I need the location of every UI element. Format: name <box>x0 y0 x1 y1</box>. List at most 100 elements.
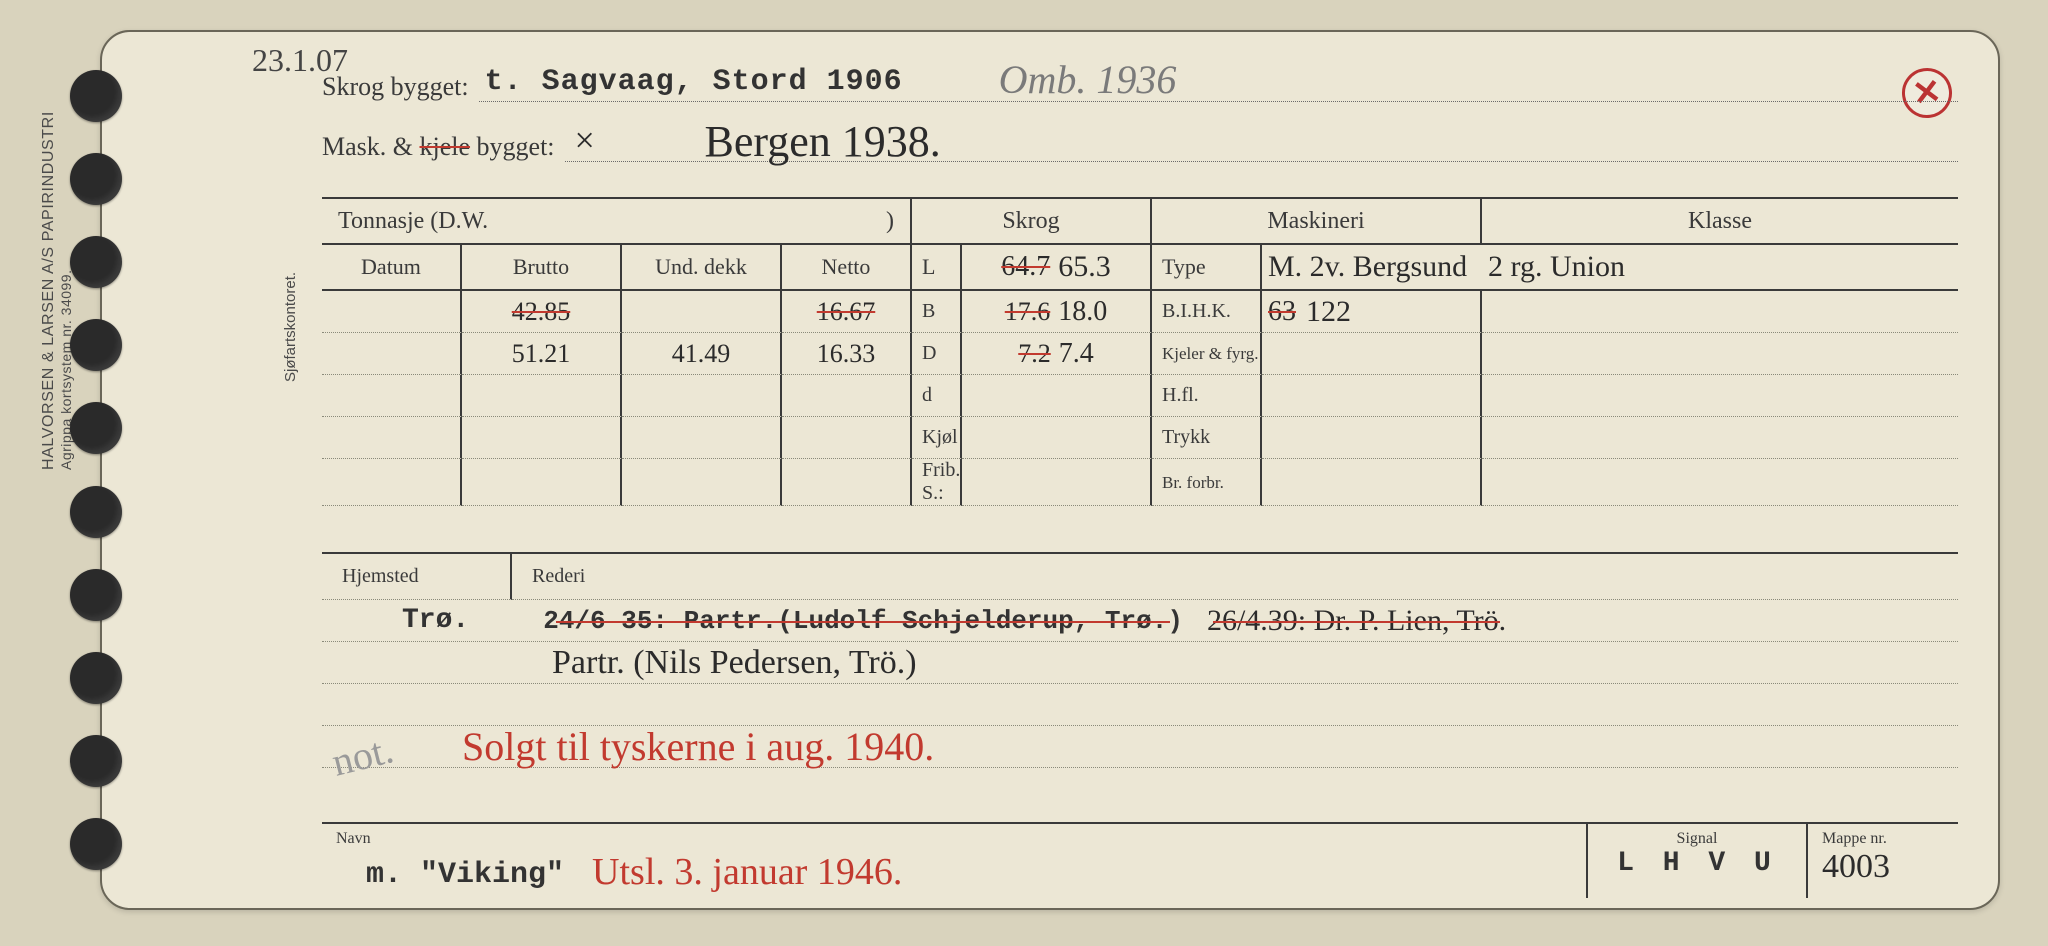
mask-hfl-value <box>1262 375 1482 417</box>
table-row: 42.85 16.67 B 17.6 18.0 B.I.H.K. 63 122 <box>322 291 1958 333</box>
navn-label: Navn <box>336 830 1572 848</box>
mask-brforbr-label: Br. forbr. <box>1152 459 1262 506</box>
rederi-tail: 26/4.39: Dr. P. Lien, Trö. <box>1207 604 1506 638</box>
table-row: Kjøl Trykk <box>322 417 1958 459</box>
lower-line-2: Partr. (Nils Pedersen, Trö.) <box>322 642 1958 684</box>
mask-bygget-field: × Bergen 1938. <box>565 122 1958 162</box>
main-table: Tonnasje (D.W. ) Skrog Maskineri Klasse … <box>322 197 1958 547</box>
navn-cell: Navn m. "Viking" Utsl. 3. januar 1946. <box>322 824 1588 898</box>
unddekk-r4 <box>622 417 782 459</box>
red-note-1: Solgt til tyskerne i aug. 1940. <box>462 723 934 770</box>
hole-icon <box>70 153 122 205</box>
rederi-line2: Partr. (Nils Pedersen, Trö.) <box>552 644 917 682</box>
klasse-val0: 2 rg. Union <box>1488 250 1625 284</box>
tonnasje-header: Tonnasje (D.W. ) <box>322 199 912 243</box>
datum-r2 <box>322 333 462 375</box>
brutto-r1: 42.85 <box>462 291 622 333</box>
skrog-frib-value <box>962 459 1152 506</box>
netto-r1: 16.67 <box>782 291 912 333</box>
mask-bygget-label: Mask. & kjele bygget: <box>322 132 555 162</box>
hjemsted-value: Trø. <box>402 605 469 636</box>
binder-holes <box>70 50 130 890</box>
red-note-2: Utsl. 3. januar 1946. <box>592 851 902 893</box>
netto-r2: 16.33 <box>782 333 912 375</box>
klasse-r5 <box>1482 459 1958 506</box>
brutto-r1-val: 42.85 <box>512 297 571 327</box>
skrog-D-value: 7.2 7.4 <box>962 333 1152 375</box>
mappe-label: Mappe nr. <box>1822 830 1944 848</box>
mask-type-value: M. 2v. Bergsund <box>1262 245 1482 291</box>
hole-icon <box>70 569 122 621</box>
table-header-row: Tonnasje (D.W. ) Skrog Maskineri Klasse <box>322 199 1958 245</box>
klasse-r4 <box>1482 417 1958 459</box>
datum-r5 <box>322 459 462 506</box>
skrog-frib-label: Frib. S.: <box>912 459 962 506</box>
index-card: Sjøfartskontoret. 23.1.07 ✕ Skrog bygget… <box>100 30 2000 910</box>
table-subheader-row: Datum Brutto Und. dekk Netto L 64.7 65.3… <box>322 245 1958 291</box>
tonnasje-label: Tonnasje (D.W. <box>338 208 488 235</box>
hole-icon <box>70 402 122 454</box>
mask-hfl-label: H.fl. <box>1152 375 1262 417</box>
mask-kjeler-value <box>1262 333 1482 375</box>
skrog-L-value: 64.7 65.3 <box>962 245 1152 291</box>
mask-bihk-struck: 63 <box>1268 296 1296 328</box>
skrog-d2-label: d <box>912 375 962 417</box>
netto-r1-val: 16.67 <box>817 297 876 327</box>
skrog-kjol-label: Kjøl <box>912 417 962 459</box>
mappe-cell: Mappe nr. 4003 <box>1808 824 1958 898</box>
hjemsted-label: Hjemsted <box>322 554 512 600</box>
mask-bihk-label: B.I.H.K. <box>1152 291 1262 333</box>
kjele-struck: kjele <box>420 132 471 161</box>
rederi-struck: 24/6 35: Partr.(Ludolf Schjelderup, Trø.… <box>543 606 1183 636</box>
mappe-value: 4003 <box>1822 848 1944 886</box>
hole-icon <box>70 818 122 870</box>
header-block: Skrog bygget: t. Sagvaag, Stord 1906 Omb… <box>322 52 1958 172</box>
hole-icon <box>70 486 122 538</box>
signal-label: Signal <box>1602 830 1792 848</box>
bottom-bar: Navn m. "Viking" Utsl. 3. januar 1946. S… <box>322 822 1958 888</box>
signal-value: L H V U <box>1602 848 1792 879</box>
brutto-r2: 51.21 <box>462 333 622 375</box>
unddekk-r5 <box>622 459 782 506</box>
table-row: d H.fl. <box>322 375 1958 417</box>
mask-brforbr-value <box>1262 459 1482 506</box>
klasse-header: Klasse <box>1482 199 1958 243</box>
datum-r1 <box>322 291 462 333</box>
mask-type-val: M. 2v. Bergsund <box>1268 250 1467 284</box>
mask-bihk-val: 122 <box>1306 295 1351 329</box>
skrog-B-value: 17.6 18.0 <box>962 291 1152 333</box>
navn-value: m. "Viking" <box>366 858 564 892</box>
lower-lines: Trø. 24/6 35: Partr.(Ludolf Schjelderup,… <box>322 600 1958 768</box>
skrog-header: Skrog <box>912 199 1152 243</box>
unddekk-header: Und. dekk <box>622 245 782 291</box>
rederi-label: Rederi <box>512 554 1958 600</box>
maskineri-header: Maskineri <box>1152 199 1482 243</box>
mask-trykk-value <box>1262 417 1482 459</box>
skrog-L-struck: 64.7 <box>1001 251 1050 283</box>
side-company-text: HALVORSEN & LARSEN A/S PAPIRINDUSTRI <box>40 111 58 470</box>
netto-header: Netto <box>782 245 912 291</box>
mask-type-label: Type <box>1152 245 1262 291</box>
lower-line-4: Solgt til tyskerne i aug. 1940. <box>322 726 1958 768</box>
brutto-header: Brutto <box>462 245 622 291</box>
side-office-text: Sjøfartskontoret. <box>282 272 299 382</box>
skrog-kjol-value <box>962 417 1152 459</box>
skrog-bygget-field: t. Sagvaag, Stord 1906 Omb. 1936 <box>479 62 1958 102</box>
mask-mark: × <box>575 119 595 161</box>
tonnasje-close: ) <box>886 208 894 235</box>
table-row: 51.21 41.49 16.33 D 7.2 7.4 Kjeler & fyr… <box>322 333 1958 375</box>
netto-r3 <box>782 375 912 417</box>
mask-hand-value: Bergen 1938. <box>705 116 941 167</box>
brutto-r4 <box>462 417 622 459</box>
hole-icon <box>70 652 122 704</box>
skrog-B-struck: 17.6 <box>1005 297 1051 327</box>
datum-r3 <box>322 375 462 417</box>
skrog-bygget-label: Skrog bygget: <box>322 72 469 102</box>
mask-kjeler-label: Kjeler & fyrg. <box>1152 333 1262 375</box>
signal-cell: Signal L H V U <box>1588 824 1808 898</box>
klasse-r3 <box>1482 375 1958 417</box>
skrog-d2-value <box>962 375 1152 417</box>
netto-r4 <box>782 417 912 459</box>
netto-r5 <box>782 459 912 506</box>
unddekk-r3 <box>622 375 782 417</box>
